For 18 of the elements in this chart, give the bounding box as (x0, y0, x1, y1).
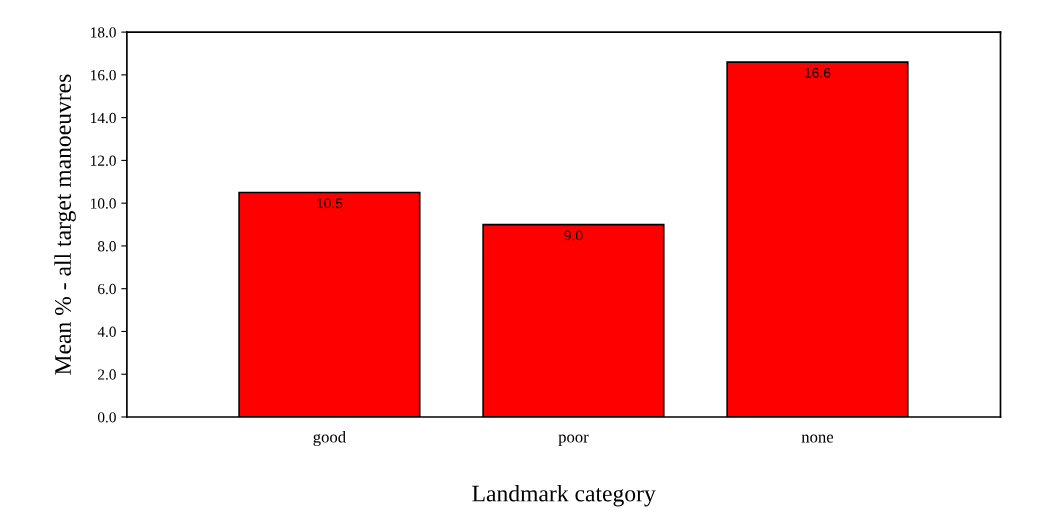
y-axis-title: Mean % - all target manoeuvres (54, 74, 76, 375)
y-tick-label: 4.0 (97, 326, 116, 337)
y-tick-label: 2.0 (98, 369, 116, 380)
y-tick-label: 16.0 (91, 70, 116, 81)
data-label: 16.6 (805, 67, 831, 78)
y-tick-label: 0.0 (97, 412, 116, 423)
data-label: 9.0 (564, 230, 583, 241)
y-tick-label: 14.0 (91, 112, 116, 124)
x-axis-title: Landmark category (472, 484, 656, 507)
y-tick-label: 8.0 (97, 241, 116, 252)
x-tick-label: good (313, 430, 346, 447)
x-tick-label: none (801, 434, 834, 443)
y-tick-label: 18.0 (91, 27, 116, 38)
data-label: 10.5 (316, 198, 343, 209)
x-tick-label: poor (558, 434, 589, 446)
y-tick-label: 6.0 (98, 283, 116, 295)
y-tick-label: 10.0 (91, 198, 116, 209)
y-tick-label: 12.0 (91, 155, 116, 166)
